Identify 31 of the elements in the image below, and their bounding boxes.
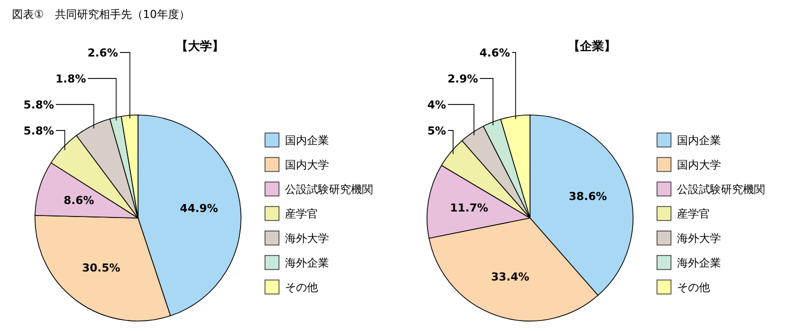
data-label: 5.8% [23,124,54,138]
data-label: 33.4% [491,270,530,284]
legend-label: 産学官 [285,208,318,220]
legend-label: 公設試験研究機関 [677,183,765,196]
data-label: 1.8% [55,72,86,86]
legend-label: 産学官 [677,208,710,220]
data-label: 2.6% [87,46,118,60]
legend-label: 国内企業 [677,134,721,147]
chart-title: 【企業】 [568,39,616,53]
data-label: 4.6% [479,46,510,60]
legend-label: 公設試験研究機関 [285,183,373,196]
data-label: 38.6% [568,190,607,204]
legend-label: その他 [285,281,318,294]
data-label: 30.5% [82,262,120,275]
legend-label: 海外大学 [285,232,329,245]
text: 図表① 共同研究相手先（10年度） [12,8,190,21]
legend-label: 国内大学 [285,158,329,172]
legend-label: その他 [677,281,710,294]
data-label: 5% [427,124,446,138]
legend-label: 海外大学 [677,232,721,245]
legend-label: 海外企業 [677,256,721,270]
legend-label: 国内企業 [285,134,329,147]
data-label: 5.8% [23,98,54,112]
legend-label: 海外企業 [285,256,329,270]
data-label: 4% [427,98,446,112]
data-label: 8.6% [64,194,94,208]
data-label: 2.9% [447,72,478,86]
chart-title: 【大学】 [176,39,224,53]
data-label: 44.9% [180,202,218,216]
legend-label: 国内大学 [677,158,721,172]
data-label: 11.7% [450,202,488,215]
